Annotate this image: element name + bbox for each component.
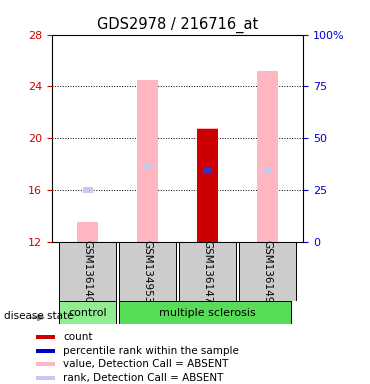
- Bar: [83, 187, 92, 193]
- Text: disease state: disease state: [4, 311, 73, 321]
- Title: GDS2978 / 216716_at: GDS2978 / 216716_at: [97, 17, 258, 33]
- Text: multiple sclerosis: multiple sclerosis: [159, 308, 256, 318]
- Text: GSM136147: GSM136147: [202, 240, 212, 303]
- Bar: [36, 335, 54, 339]
- Bar: [257, 71, 278, 242]
- Bar: [203, 167, 212, 174]
- Bar: [179, 242, 236, 301]
- Bar: [77, 222, 98, 242]
- Bar: [36, 349, 54, 353]
- Bar: [239, 242, 296, 301]
- Text: percentile rank within the sample: percentile rank within the sample: [63, 346, 239, 356]
- Text: GSM136140: GSM136140: [83, 240, 93, 303]
- Bar: [263, 167, 272, 174]
- Bar: [119, 242, 176, 301]
- Bar: [203, 167, 212, 174]
- Bar: [59, 242, 117, 301]
- Bar: [36, 362, 54, 366]
- Text: rank, Detection Call = ABSENT: rank, Detection Call = ABSENT: [63, 373, 223, 383]
- Bar: [119, 301, 292, 324]
- Bar: [36, 376, 54, 380]
- Bar: [59, 301, 117, 324]
- Bar: [197, 128, 218, 242]
- Text: control: control: [68, 308, 107, 318]
- Text: value, Detection Call = ABSENT: value, Detection Call = ABSENT: [63, 359, 228, 369]
- Bar: [197, 129, 218, 242]
- Text: count: count: [63, 332, 92, 342]
- Text: GSM136149: GSM136149: [262, 240, 272, 303]
- Bar: [143, 164, 152, 170]
- Text: GSM134953: GSM134953: [143, 240, 153, 303]
- Bar: [137, 80, 158, 242]
